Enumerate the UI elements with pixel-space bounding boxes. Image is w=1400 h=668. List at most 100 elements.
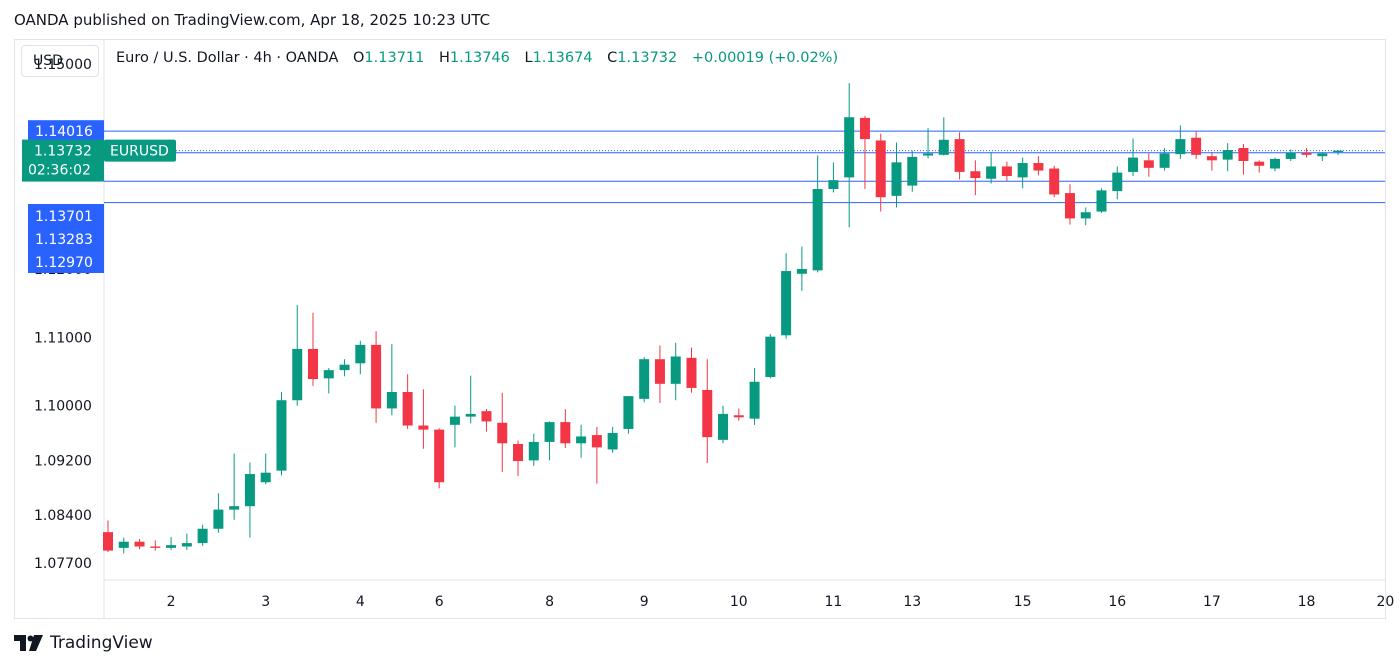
candle-body	[339, 364, 350, 371]
candle-body	[923, 153, 934, 156]
candle	[1206, 152, 1217, 171]
candle-body	[1112, 172, 1123, 192]
candle-body	[134, 541, 145, 547]
candle	[1301, 148, 1312, 158]
footer-brand: TradingView	[50, 633, 153, 653]
candle	[639, 357, 650, 403]
candle-body	[796, 268, 807, 274]
candle-body	[1301, 152, 1312, 155]
candle	[1222, 143, 1233, 172]
candle	[134, 538, 145, 550]
candle	[166, 536, 177, 550]
candle	[1285, 149, 1296, 161]
candle	[481, 409, 492, 432]
candle	[418, 389, 429, 449]
y-tick-label: 1.10000	[34, 399, 92, 415]
high-value: 1.13746	[449, 50, 510, 66]
candle-body	[103, 532, 113, 551]
candle	[1001, 161, 1012, 182]
candle	[1254, 160, 1265, 173]
candle	[702, 359, 713, 464]
current-price-tag	[22, 139, 104, 182]
candle-body	[749, 381, 760, 419]
candle	[1269, 157, 1280, 172]
candle	[465, 375, 476, 424]
close-value: 1.13732	[617, 50, 678, 66]
y-tick-label: 1.07700	[34, 556, 92, 572]
candle	[1175, 125, 1186, 159]
candle-body	[1254, 161, 1265, 166]
candle	[1191, 130, 1202, 159]
candle	[560, 409, 571, 449]
candle	[260, 453, 271, 485]
candle-body	[733, 415, 744, 418]
level-tag-text: 1.13701	[35, 209, 93, 225]
level-tag-text: 1.12970	[35, 255, 93, 271]
candle	[229, 453, 240, 520]
candle	[907, 150, 918, 192]
candle-body	[1128, 157, 1139, 172]
candle-body	[544, 422, 555, 442]
tradingview-logo: TradingView	[14, 633, 153, 653]
candle	[386, 344, 397, 416]
x-tick-label: 3	[261, 594, 270, 610]
candle	[292, 305, 303, 406]
currency-button[interactable]: USD	[21, 45, 99, 77]
candle-body	[938, 139, 949, 155]
candle	[308, 312, 319, 386]
y-tick-label: 1.08400	[34, 508, 92, 524]
chart-frame	[14, 39, 1386, 619]
level-tag	[28, 227, 104, 250]
candle-body	[670, 356, 681, 384]
candle-body	[1238, 148, 1249, 161]
candle-body	[1317, 153, 1328, 157]
candle-body	[481, 411, 492, 422]
candle-body	[623, 396, 634, 429]
candle	[1033, 156, 1044, 176]
candle-body	[954, 139, 965, 172]
open-label: O	[353, 50, 365, 66]
x-tick-label: 16	[1108, 594, 1126, 610]
candle	[844, 83, 855, 228]
x-tick-label: 9	[640, 594, 649, 610]
candle	[828, 162, 839, 193]
candle	[1143, 153, 1154, 177]
candle-body	[197, 528, 208, 544]
x-tick-label: 6	[435, 594, 444, 610]
candle	[749, 368, 760, 425]
currency-label: USD	[33, 53, 63, 69]
candle-body	[1096, 190, 1107, 212]
candle	[654, 345, 665, 403]
candle	[323, 368, 334, 394]
candle	[954, 132, 965, 180]
candle-body	[718, 413, 729, 440]
candle-body	[181, 543, 192, 547]
candle-body	[1159, 153, 1170, 168]
candle-body	[1269, 158, 1280, 169]
open-value: 1.13711	[364, 50, 425, 66]
price-level-lines	[104, 130, 1385, 204]
candle-body	[213, 509, 224, 529]
y-tick-label: 1.09200	[34, 453, 92, 469]
x-tick-label: 17	[1203, 594, 1221, 610]
candle-body	[150, 546, 161, 548]
publisher-line: OANDA published on TradingView.com, Apr …	[14, 11, 491, 29]
level-tag-text: 1.13283	[35, 232, 93, 248]
level-tag-text: 1.14016	[35, 124, 93, 140]
level-tag	[28, 204, 104, 227]
candle	[765, 333, 776, 379]
candle-body	[323, 370, 334, 379]
candle	[118, 537, 129, 554]
candle	[1112, 166, 1123, 200]
candle-body	[292, 348, 303, 401]
candle-body	[371, 344, 382, 409]
candle	[938, 117, 949, 156]
candle-body	[828, 180, 839, 190]
candle-body	[229, 506, 240, 510]
tradingview-logo-icon	[14, 635, 43, 651]
candle-body	[1175, 139, 1186, 155]
candle-body	[812, 189, 823, 271]
candle	[859, 115, 870, 190]
candle-body	[891, 162, 902, 196]
